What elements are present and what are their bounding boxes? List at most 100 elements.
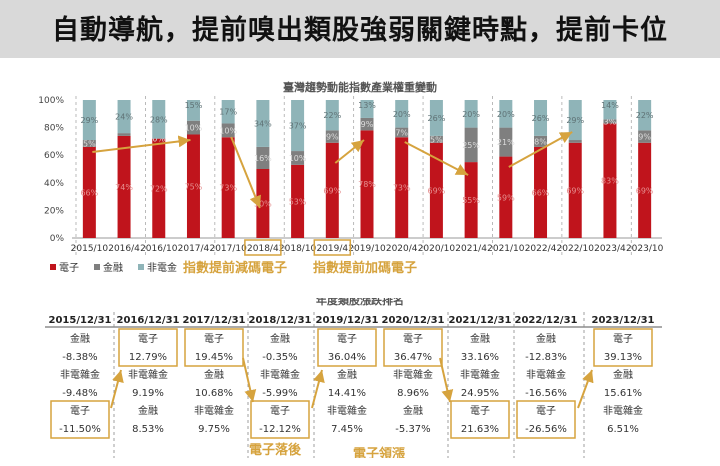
label-non-electronics: 26% xyxy=(532,114,550,123)
table-return: 7.45% xyxy=(331,424,363,435)
bar-finance xyxy=(464,127,478,163)
table-date: 2022/12/31 xyxy=(515,315,578,326)
label-electronics: 83% xyxy=(601,177,619,186)
label-non-electronics: 34% xyxy=(254,119,272,128)
bar-electronics xyxy=(256,169,270,238)
table-sector: 金融 xyxy=(138,404,158,417)
label-non-electronics: 24% xyxy=(115,113,133,122)
trend-arrow xyxy=(311,369,325,409)
x-tick-label: 2018/10 xyxy=(279,244,317,254)
label-non-electronics: 22% xyxy=(636,111,654,120)
bar-non-electronics xyxy=(568,100,582,141)
label-electronics: 55% xyxy=(462,196,480,205)
table-date: 2019/12/31 xyxy=(316,315,379,326)
label-finance: 7% xyxy=(395,128,408,137)
bar-electronics xyxy=(221,137,235,238)
label-non-electronics: 29% xyxy=(80,116,98,125)
table-sector: 電子 xyxy=(613,333,633,345)
table-date: 2016/12/31 xyxy=(117,315,180,326)
table-return: 9.19% xyxy=(132,388,164,399)
trend-arrow xyxy=(334,139,365,164)
label-finance: 9% xyxy=(326,133,339,142)
legend-swatch xyxy=(94,264,100,270)
bar-electronics xyxy=(152,138,166,238)
label-finance: 16% xyxy=(254,154,272,163)
y-tick-label: 80% xyxy=(44,124,64,134)
table-title: 年度類股漲跌排名 xyxy=(316,298,404,307)
bar-finance xyxy=(638,130,652,143)
bar-electronics xyxy=(499,156,513,238)
table-return: 19.45% xyxy=(195,352,233,363)
bar-electronics xyxy=(429,142,443,238)
table-return: 8.96% xyxy=(397,388,429,399)
label-electronics: 66% xyxy=(532,188,550,197)
x-tick-label: 2019/4 xyxy=(316,244,348,254)
label-finance: 10% xyxy=(289,154,307,163)
table-return: 15.61% xyxy=(604,388,642,399)
label-finance: 25% xyxy=(462,141,480,150)
bar-electronics xyxy=(186,134,200,238)
legend-label: 非電金 xyxy=(147,261,177,274)
highlight-box xyxy=(317,328,377,367)
bar-non-electronics xyxy=(117,100,131,134)
bar-electronics xyxy=(603,123,617,238)
trend-arrow xyxy=(230,136,261,209)
trend-arrow xyxy=(508,131,573,168)
label-non-electronics: 28% xyxy=(150,115,168,124)
table-return: 36.47% xyxy=(394,352,432,363)
table-return: 36.04% xyxy=(328,352,366,363)
label-electronics: 74% xyxy=(115,183,133,192)
bar-non-electronics xyxy=(256,100,270,147)
table-date: 2015/12/31 xyxy=(49,315,112,326)
bar-finance xyxy=(221,123,235,138)
y-tick-label: 40% xyxy=(44,179,64,189)
table-return: 10.68% xyxy=(195,388,233,399)
x-tick-label: 2021/4 xyxy=(455,244,487,254)
table-sector: 金融 xyxy=(270,332,290,345)
table-sector: 非電雜金 xyxy=(526,368,566,381)
x-tick-label: 2021/10 xyxy=(487,244,525,254)
chart-title: 臺灣趨勢動能指數產業權重變動 xyxy=(283,80,437,94)
table-date: 2021/12/31 xyxy=(449,315,512,326)
label-non-electronics: 26% xyxy=(428,114,446,123)
bar-finance xyxy=(325,130,339,143)
label-electronics: 66% xyxy=(80,188,98,197)
label-finance: 5% xyxy=(83,139,96,148)
bar-finance xyxy=(291,151,305,165)
bar-electronics xyxy=(360,130,374,238)
label-non-electronics: 37% xyxy=(289,122,307,131)
label-finance: 0% xyxy=(152,135,165,144)
highlight-box xyxy=(593,328,653,367)
bar-electronics xyxy=(291,164,305,238)
label-electronics: 50% xyxy=(254,200,272,209)
bar-finance xyxy=(568,140,582,143)
bar-finance xyxy=(429,135,443,143)
bar-electronics xyxy=(82,146,96,238)
table-return: -16.56% xyxy=(525,388,567,399)
label-electronics: 73% xyxy=(393,184,411,193)
highlight-box xyxy=(313,239,352,256)
label-non-electronics: 20% xyxy=(497,110,515,119)
bar-electronics xyxy=(395,137,409,238)
table-return: -5.99% xyxy=(262,388,297,399)
table-return: 14.41% xyxy=(328,388,366,399)
label-electronics: 75% xyxy=(185,182,203,191)
x-tick-label: 2023/4 xyxy=(594,244,626,254)
returns-table: 年度類股漲跌排名 2015/12/31 金融 -8.38% 非電雜金 -9.48% 電子 -1… xyxy=(45,298,662,458)
label-electronics: 78% xyxy=(358,180,376,189)
bar-finance xyxy=(534,135,548,147)
label-non-electronics: 20% xyxy=(393,110,411,119)
bar-non-electronics xyxy=(152,100,166,139)
label-finance: 9% xyxy=(638,133,651,142)
label-electronics: 69% xyxy=(566,186,584,195)
x-tick-label: 2020/4 xyxy=(386,244,418,254)
table-sector: 金融 xyxy=(470,332,490,345)
legend-label: 金融 xyxy=(103,261,123,274)
table-sector: 非電雜金 xyxy=(327,404,367,417)
x-tick-label: 2020/10 xyxy=(418,244,456,254)
table-return: -11.50% xyxy=(59,424,101,435)
highlight-box xyxy=(244,239,282,256)
trend-arrow xyxy=(92,135,191,153)
x-tick-label: 2022/10 xyxy=(557,244,595,254)
table-return: 12.79% xyxy=(129,352,167,363)
